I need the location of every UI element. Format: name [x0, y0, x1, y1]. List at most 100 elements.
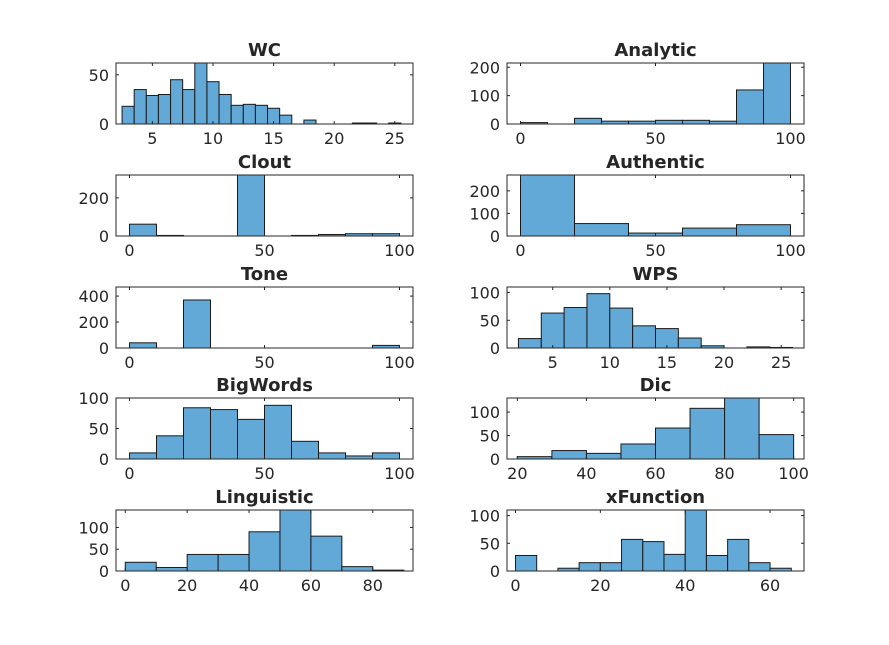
histogram-bar	[218, 93, 232, 124]
x-tick-label: 50	[254, 353, 274, 372]
histogram-bar	[129, 223, 157, 236]
y-tick-label: 50	[89, 540, 109, 559]
histogram-bar	[655, 119, 683, 124]
y-tick-label: 50	[480, 534, 500, 553]
bars-tone	[129, 299, 400, 348]
histogram-bar	[242, 103, 256, 124]
x-tick-label: 60	[301, 576, 321, 595]
bars-xfunction	[514, 510, 792, 571]
subplot-wc: 5 10 15 20 25 0 50 WC	[89, 40, 414, 148]
histogram-bar	[621, 538, 644, 571]
subplot-clout: 0 50 100 0 200 Clout	[78, 152, 414, 260]
histogram-bar	[632, 325, 657, 348]
histogram-bar	[551, 450, 587, 459]
histogram-bar	[341, 566, 374, 571]
histogram-bar	[133, 89, 147, 124]
histogram-bar	[574, 223, 629, 236]
subplot-title: Clout	[238, 152, 292, 173]
histogram-bar	[206, 81, 220, 124]
y-tick-label: 100	[469, 87, 500, 106]
histogram-bar	[129, 452, 157, 459]
x-tick-label: 15	[263, 129, 283, 148]
y-tick-label: 50	[480, 311, 500, 330]
x-tick-label: 0	[124, 464, 134, 483]
y-tick-label: 0	[490, 562, 500, 581]
x-tick-label: 50	[254, 464, 274, 483]
y-tick-label: 50	[480, 427, 500, 446]
x-tick-label: 0	[124, 241, 134, 260]
histogram-bar	[578, 562, 601, 571]
histogram-bar	[540, 312, 565, 348]
histogram-bar	[217, 553, 250, 571]
subplot-bigwords: 0 50 100 0 50 100 BigWords	[78, 375, 414, 483]
y-tick-label: 200	[469, 58, 500, 77]
histogram-bar	[186, 553, 219, 571]
histogram-bar	[724, 398, 760, 459]
histogram-bar	[655, 427, 691, 459]
histogram-bar	[372, 452, 400, 459]
y-tick-label: 100	[469, 284, 500, 303]
x-tick-label: 20	[177, 576, 197, 595]
bars-bigwords	[129, 404, 400, 459]
subplot-wps: 5 10 15 20 25 0 50 100 WPS	[469, 264, 805, 372]
x-tick-label: 100	[384, 464, 415, 483]
y-tick-label: 0	[99, 339, 109, 358]
x-tick-label: 0	[515, 241, 525, 260]
histogram-bar	[563, 307, 588, 348]
subplot-title: Analytic	[614, 40, 696, 61]
y-tick-label: 100	[469, 403, 500, 422]
histogram-bar	[291, 440, 319, 459]
x-tick-label: 0	[515, 129, 525, 148]
subplot-title: WPS	[632, 264, 678, 285]
y-tick-label: 200	[78, 313, 109, 332]
histogram-bar	[682, 227, 737, 236]
y-tick-label: 50	[89, 66, 109, 85]
histogram-bar	[237, 418, 265, 459]
x-tick-label: 0	[510, 576, 520, 595]
x-tick-label: 100	[384, 353, 415, 372]
histogram-bar	[157, 93, 172, 124]
histogram-bar	[194, 63, 208, 124]
histogram-bar	[520, 175, 575, 236]
bars-wps	[517, 293, 794, 348]
histogram-bar	[279, 510, 312, 571]
subplot-title: WC	[248, 40, 281, 61]
x-tick-label: 20	[324, 129, 344, 148]
histogram-bar	[748, 562, 771, 571]
subplot-title: Authentic	[606, 152, 705, 173]
x-tick-label: 20	[714, 353, 734, 372]
axes-box	[506, 286, 805, 349]
subplot-tone: 0 50 100 0 200 400 Tone	[78, 264, 414, 372]
histogram-bar	[517, 338, 542, 348]
histogram-bar	[318, 452, 346, 459]
y-tick-label: 0	[490, 115, 500, 134]
axes-box	[115, 509, 414, 572]
x-tick-label: 5	[548, 353, 558, 372]
histogram-bar	[248, 531, 281, 571]
x-tick-label: 60	[645, 464, 665, 483]
histogram-bar	[183, 299, 211, 348]
x-tick-label: 10	[203, 129, 223, 148]
y-tick-label: 0	[99, 115, 109, 134]
histogram-bar	[303, 119, 317, 124]
histogram-bar	[684, 510, 707, 571]
x-tick-label: 10	[600, 353, 620, 372]
x-tick-label: 20	[590, 576, 610, 595]
histogram-bar	[156, 435, 184, 459]
histogram-bar	[663, 553, 686, 571]
histogram-bar	[763, 63, 791, 124]
axes-box	[506, 509, 805, 572]
bars-clout	[129, 175, 400, 236]
histogram-bar	[210, 409, 238, 459]
subplot-title: Linguistic	[215, 487, 313, 508]
y-tick-label: 200	[78, 189, 109, 208]
histogram-bar	[264, 404, 292, 459]
subplot-title: BigWords	[216, 375, 313, 396]
x-tick-label: 25	[385, 129, 405, 148]
axes-box	[115, 62, 414, 125]
histogram-bar	[620, 443, 656, 459]
bars-analytic	[520, 63, 791, 124]
x-tick-label: 0	[124, 353, 134, 372]
histogram-bar	[727, 538, 750, 571]
